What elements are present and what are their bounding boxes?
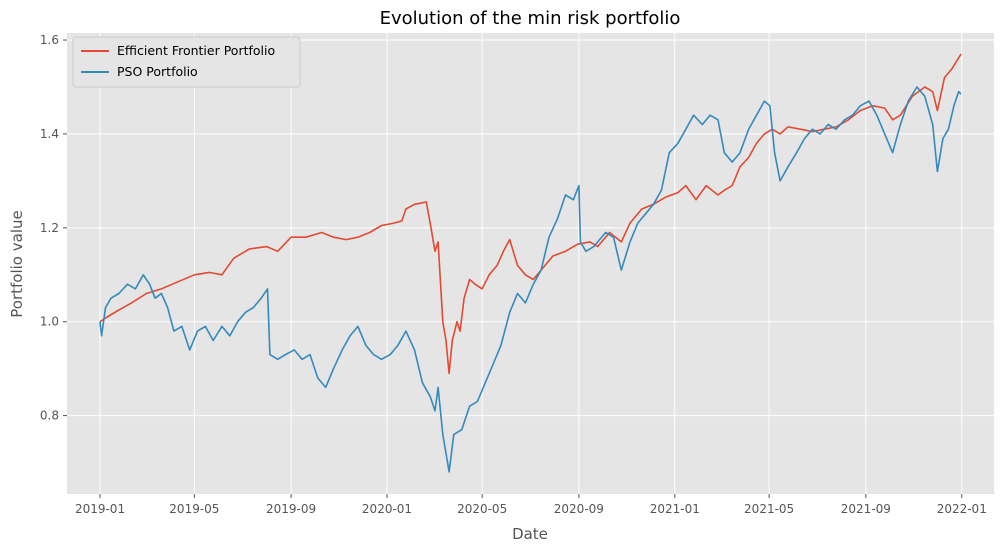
- x-axis: 2019-01 2019-05 2019-09 2020-01 2020-05 2020-…: [75, 494, 987, 516]
- x-tick-label: 2021-01: [650, 502, 700, 516]
- x-axis-label: Date: [512, 525, 548, 543]
- x-tick-label: 2021-09: [841, 502, 891, 516]
- y-tick-label: 1.4: [40, 127, 59, 141]
- plot-area: [67, 33, 994, 494]
- x-tick-label: 2020-01: [362, 502, 412, 516]
- series-line-pso: [99, 86, 962, 473]
- legend-label-efficient-frontier: Efficient Frontier Portfolio: [117, 43, 275, 58]
- x-tick-label: 2020-09: [554, 502, 604, 516]
- x-tick-label: 2019-05: [169, 502, 219, 516]
- legend-label-pso: PSO Portfolio: [117, 64, 198, 79]
- y-tick-label: 1.2: [40, 221, 59, 235]
- chart-title: Evolution of the min risk portfolio: [380, 8, 681, 29]
- y-axis-label: Portfolio value: [8, 210, 26, 317]
- y-axis: 0.8 1.0 1.2 1.4 1.6: [40, 33, 67, 423]
- gridlines: [67, 33, 994, 494]
- y-tick-label: 1.6: [40, 33, 59, 47]
- x-tick-label: 2020-05: [457, 502, 507, 516]
- x-tick-label: 2021-05: [744, 502, 794, 516]
- legend-box: [72, 36, 301, 88]
- legend: Efficient Frontier Portfolio PSO Portfol…: [72, 36, 301, 88]
- y-tick-label: 0.8: [40, 409, 59, 423]
- y-tick-label: 1.0: [40, 315, 59, 329]
- series-layer: [99, 53, 962, 473]
- x-tick-label: 2019-01: [75, 502, 125, 516]
- x-tick-label: 2019-09: [266, 502, 316, 516]
- x-tick-label: 2022-01: [937, 502, 987, 516]
